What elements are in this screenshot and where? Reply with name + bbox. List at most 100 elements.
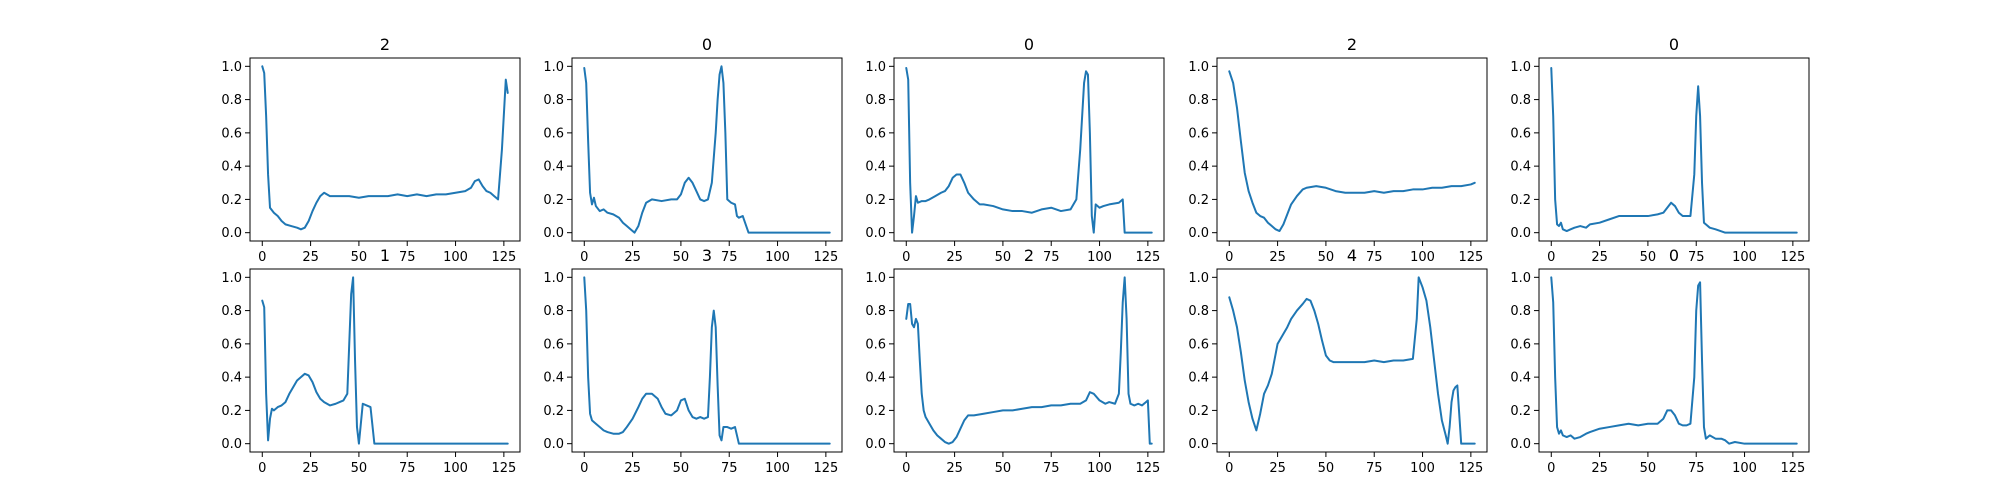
x-tick-label: 125	[1135, 461, 1160, 476]
x-tick-label: 0	[1225, 461, 1233, 476]
series-line	[1228, 276, 1476, 445]
y-tick-label: 0.0	[221, 226, 242, 241]
y-tick-label: 0.2	[543, 193, 564, 208]
y-tick-label: 1.0	[221, 271, 242, 286]
x-tick-label: 125	[1780, 461, 1805, 476]
x-tick-label: 125	[491, 250, 516, 265]
x-tick-label: 0	[902, 250, 910, 265]
y-tick-label: 0.4	[1510, 371, 1531, 386]
x-tick-label: 100	[443, 250, 468, 265]
series-line	[905, 66, 1153, 234]
x-tick-label: 75	[1366, 461, 1383, 476]
y-tick-label: 0.6	[865, 126, 886, 141]
x-tick-label: 125	[1458, 461, 1483, 476]
y-tick-label: 0.4	[221, 371, 242, 386]
plot-frame	[249, 57, 521, 242]
y-tick-label: 0.8	[1510, 93, 1531, 108]
y-tick-label: 0.6	[221, 337, 242, 352]
x-tick-label: 50	[995, 461, 1012, 476]
y-tick-label: 0.0	[1510, 437, 1531, 452]
x-tick-label: 25	[1591, 461, 1608, 476]
y-tick-label: 0.8	[221, 93, 242, 108]
y-tick-label: 1.0	[1188, 60, 1209, 75]
y-tick-label: 1.0	[543, 60, 564, 75]
x-tick-label: 0	[1225, 250, 1233, 265]
x-tick-label: 100	[1087, 250, 1112, 265]
x-tick-label: 25	[1269, 461, 1286, 476]
plot-frame	[1538, 268, 1810, 453]
y-tick-label: 0.6	[221, 126, 242, 141]
y-tick-label: 1.0	[543, 271, 564, 286]
y-tick-label: 0.8	[221, 304, 242, 319]
y-tick-label: 0.0	[1510, 226, 1531, 241]
subplot-title: 0	[1669, 246, 1679, 265]
x-tick-label: 0	[580, 250, 588, 265]
y-tick-label: 0.4	[1188, 371, 1209, 386]
y-tick-label: 0.6	[1510, 337, 1531, 352]
y-tick-label: 1.0	[1188, 271, 1209, 286]
x-tick-label: 75	[721, 461, 738, 476]
y-tick-label: 0.4	[865, 160, 886, 175]
x-tick-label: 100	[1087, 461, 1112, 476]
x-tick-label: 50	[673, 250, 690, 265]
x-tick-label: 75	[1366, 250, 1383, 265]
plot-frame	[1216, 57, 1488, 242]
x-tick-label: 75	[1043, 461, 1060, 476]
x-tick-label: 100	[1410, 250, 1435, 265]
plot-frame	[893, 268, 1165, 453]
subplot-title: 0	[1024, 35, 1034, 54]
y-tick-label: 0.6	[543, 337, 564, 352]
plot-frame	[571, 57, 843, 242]
y-tick-label: 0.6	[1188, 126, 1209, 141]
y-tick-label: 0.2	[1188, 193, 1209, 208]
x-tick-label: 25	[1591, 250, 1608, 265]
plot-frame	[571, 268, 843, 453]
series-line	[1228, 70, 1476, 233]
y-tick-label: 0.6	[865, 337, 886, 352]
series-line	[1550, 276, 1798, 445]
y-tick-label: 1.0	[1510, 60, 1531, 75]
y-tick-label: 0.0	[1188, 437, 1209, 452]
x-tick-label: 75	[1688, 250, 1705, 265]
y-tick-label: 0.0	[865, 437, 886, 452]
y-tick-label: 0.0	[543, 437, 564, 452]
x-tick-label: 0	[902, 461, 910, 476]
y-tick-label: 0.0	[543, 226, 564, 241]
y-tick-label: 0.6	[543, 126, 564, 141]
x-tick-label: 50	[351, 461, 368, 476]
x-tick-label: 125	[1135, 250, 1160, 265]
x-tick-label: 0	[1547, 461, 1555, 476]
x-tick-label: 50	[673, 461, 690, 476]
subplot-2: 0 0 25 50 75 100 125 0.0 0.2 0.4 0.6 0.8 1.0	[543, 35, 843, 265]
y-tick-label: 0.8	[1188, 304, 1209, 319]
y-tick-label: 0.2	[221, 193, 242, 208]
series-line	[1550, 66, 1798, 234]
x-tick-label: 75	[1043, 250, 1060, 265]
y-tick-label: 0.4	[221, 160, 242, 175]
subplot-4: 2 0 25 50 75 100 125 0.0 0.2 0.4 0.6 0.8 1.0	[1188, 35, 1488, 265]
subplot-title: 0	[1669, 35, 1679, 54]
x-tick-label: 25	[946, 461, 963, 476]
y-tick-label: 0.0	[1188, 226, 1209, 241]
y-tick-label: 0.6	[1188, 337, 1209, 352]
x-tick-label: 0	[580, 461, 588, 476]
y-tick-label: 0.8	[1188, 93, 1209, 108]
y-tick-label: 0.8	[1510, 304, 1531, 319]
x-tick-label: 25	[946, 250, 963, 265]
y-tick-label: 0.0	[865, 226, 886, 241]
x-tick-label: 25	[302, 250, 319, 265]
y-tick-label: 0.2	[865, 193, 886, 208]
y-tick-label: 0.8	[543, 93, 564, 108]
y-tick-label: 0.4	[1188, 160, 1209, 175]
x-tick-label: 125	[813, 250, 838, 265]
x-tick-label: 50	[995, 250, 1012, 265]
x-tick-label: 75	[399, 461, 416, 476]
x-tick-label: 125	[1780, 250, 1805, 265]
x-tick-label: 0	[258, 250, 266, 265]
subplot-8: 2 0 25 50 75 100 125 0.0 0.2 0.4 0.6 0.8 1.0	[865, 246, 1165, 476]
x-tick-label: 100	[765, 461, 790, 476]
subplot-title: 2	[380, 35, 390, 54]
x-tick-label: 100	[765, 250, 790, 265]
y-tick-label: 0.4	[865, 371, 886, 386]
